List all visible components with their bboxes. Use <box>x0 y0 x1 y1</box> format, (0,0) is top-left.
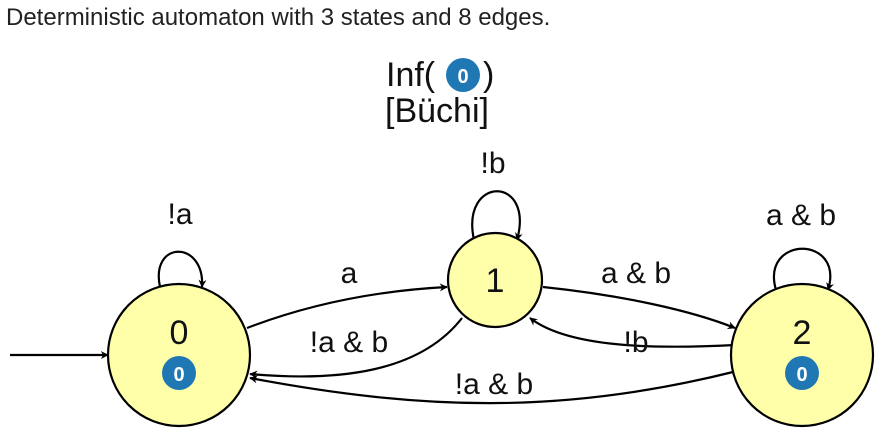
state-2: 2 0 <box>729 282 875 428</box>
state-2-circle <box>729 282 875 428</box>
edge-1-1 <box>471 190 523 241</box>
edge-2-1 <box>529 317 736 348</box>
edge-1-0 <box>249 317 463 379</box>
edge-label-2-2: a & b <box>766 199 836 232</box>
state-1: 1 <box>446 231 544 329</box>
state-0-acc-badge <box>162 356 196 390</box>
edge-label-0-1: a <box>341 257 358 290</box>
acceptance-formula-suffix: ) <box>483 56 494 94</box>
edge-label-2-0: !a & b <box>455 368 533 401</box>
state-2-label: 2 <box>793 314 812 352</box>
state-0: 0 0 <box>106 282 252 428</box>
acceptance-set-badge <box>446 58 480 92</box>
edge-label-0-0: !a <box>167 198 192 231</box>
state-0-label: 0 <box>170 314 189 352</box>
edge-0-0 <box>157 250 207 288</box>
edge-label-1-1: !b <box>480 147 505 180</box>
state-1-label: 1 <box>486 262 505 300</box>
edge-label-2-1: !b <box>623 326 648 359</box>
acceptance-condition: Inf( 0 ) [Büchi] <box>385 56 494 130</box>
acceptance-name: [Büchi] <box>385 92 489 130</box>
state-2-acc-badge <box>785 356 819 390</box>
edges <box>10 190 834 405</box>
state-1-circle <box>446 231 544 329</box>
state-0-circle <box>106 282 252 428</box>
edge-2-2 <box>772 247 834 291</box>
state-2-acc-label: 0 <box>796 364 807 386</box>
edge-label-1-2: a & b <box>601 257 671 290</box>
edge-0-1 <box>246 283 448 330</box>
edge-2-0 <box>249 370 734 405</box>
edge-label-1-0: !a & b <box>310 326 388 359</box>
state-0-acc-label: 0 <box>173 364 184 386</box>
edge-labels: !a a !a & b !b a & b !b a & b !a & b <box>167 147 836 401</box>
edge-1-2 <box>542 285 736 330</box>
acceptance-set-label: 0 <box>457 66 468 88</box>
caption: Deterministic automaton with 3 states an… <box>6 4 551 31</box>
acceptance-formula-prefix: Inf( <box>386 56 436 94</box>
